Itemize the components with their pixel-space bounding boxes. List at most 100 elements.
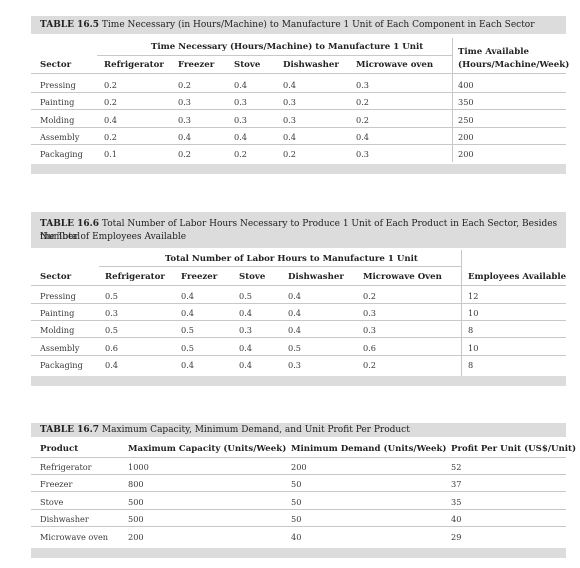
- row-3-freezer: 0.3: [178, 115, 192, 125]
- col-header-dishwasher: Dishwasher: [283, 60, 339, 70]
- row-5-employees: 8: [468, 360, 474, 370]
- col-header-refrigerator: Refrigerator: [104, 60, 164, 70]
- row-2-employees: 10: [468, 308, 479, 318]
- row-3-microwave: 0.3: [363, 325, 377, 335]
- row-4-sector: Assembly: [40, 132, 80, 142]
- group-header: Total Number of Labor Hours to Manufactu…: [165, 254, 418, 264]
- table-16-6: TABLE 16.6 Total Number of Labor Hours N…: [31, 212, 566, 386]
- row-3-sector: Molding: [40, 115, 75, 125]
- row-3-refrigerator: 0.4: [104, 115, 118, 125]
- row-5-microwave: 0.3: [356, 149, 370, 159]
- col-header-min-demand: Minimum Demand (Units/Week): [291, 444, 447, 454]
- row-3-profit: 35: [451, 497, 462, 507]
- col-header-dishwasher: Dishwasher: [288, 272, 344, 282]
- col-header-stove: Stove: [239, 272, 266, 282]
- row-rule: [31, 144, 566, 145]
- table-16-7: TABLE 16.7 Maximum Capacity, Minimum Dem…: [31, 423, 576, 559]
- row-1-time-available: 400: [458, 80, 474, 90]
- row-3-freezer: 0.5: [181, 325, 195, 335]
- row-3-max-capacity: 500: [128, 497, 144, 507]
- header-rule: [31, 285, 566, 286]
- row-1-refrigerator: 0.2: [104, 80, 118, 90]
- table-caption: TABLE 16.6 Total Number of Labor Hours N…: [40, 218, 566, 244]
- row-1-stove: 0.4: [234, 80, 248, 90]
- row-3-dishwasher: 0.4: [288, 325, 302, 335]
- row-1-product: Refrigerator: [40, 462, 92, 472]
- row-2-dishwasher: 0.4: [288, 308, 302, 318]
- row-4-microwave: 0.4: [356, 132, 370, 142]
- row-1-dishwasher: 0.4: [283, 80, 297, 90]
- row-2-sector: Painting: [40, 308, 75, 318]
- row-4-product: Dishwasher: [40, 514, 89, 524]
- col-header-profit: Profit Per Unit (US$/Unit): [451, 444, 577, 454]
- row-2-min-demand: 50: [291, 479, 302, 489]
- employees-available-header: Employees Available: [468, 272, 567, 282]
- table-caption-line1: Total Number of Labor Hours Necessary to…: [40, 219, 558, 242]
- row-4-sector: Assembly: [40, 343, 80, 353]
- row-1-stove: 0.5: [239, 291, 253, 301]
- table-bottom-bar: [31, 164, 566, 174]
- table-label: TABLE 16.7: [40, 425, 100, 435]
- row-4-dishwasher: 0.4: [283, 132, 297, 142]
- col-header-max-capacity: Maximum Capacity (Units/Week): [128, 444, 287, 454]
- row-2-stove: 0.4: [239, 308, 253, 318]
- row-4-freezer: 0.5: [181, 343, 195, 353]
- row-2-freezer: 0.4: [181, 308, 195, 318]
- group-header-rule: [97, 55, 452, 56]
- row-3-sector: Molding: [40, 325, 75, 335]
- table-label: TABLE 16.5: [40, 20, 100, 30]
- col-header-product: Product: [40, 444, 79, 454]
- row-1-min-demand: 200: [291, 462, 307, 472]
- row-4-refrigerator: 0.2: [104, 132, 118, 142]
- row-2-stove: 0.3: [234, 97, 248, 107]
- row-2-max-capacity: 800: [128, 479, 144, 489]
- row-5-dishwasher: 0.3: [288, 360, 302, 370]
- row-rule: [31, 337, 566, 338]
- row-2-microwave: 0.2: [356, 97, 370, 107]
- row-5-sector: Packaging: [40, 149, 83, 159]
- row-rule: [31, 491, 566, 492]
- row-5-refrigerator: 0.1: [104, 149, 118, 159]
- row-2-product: Freezer: [40, 479, 73, 489]
- table-bottom-bar: [31, 548, 566, 558]
- row-4-stove: 0.4: [234, 132, 248, 142]
- col-header-freezer: Freezer: [178, 60, 215, 70]
- row-rule: [31, 509, 566, 510]
- table-bottom-bar: [31, 376, 566, 386]
- row-2-profit: 37: [451, 479, 462, 489]
- row-2-microwave: 0.3: [363, 308, 377, 318]
- row-4-max-capacity: 500: [128, 514, 144, 524]
- row-5-time-available: 200: [458, 149, 474, 159]
- row-4-time-available: 200: [458, 132, 474, 142]
- row-1-refrigerator: 0.5: [105, 291, 119, 301]
- row-5-product: Microwave oven: [40, 532, 109, 542]
- row-1-microwave: 0.2: [363, 291, 377, 301]
- row-5-freezer: 0.4: [181, 360, 195, 370]
- table-top-bar: [31, 212, 566, 248]
- row-1-freezer: 0.4: [181, 291, 195, 301]
- column-divider: [461, 250, 462, 376]
- table-caption-text: Maximum Capacity, Minimum Demand, and Un…: [101, 425, 410, 435]
- col-header-stove: Stove: [234, 60, 261, 70]
- row-rule: [31, 474, 566, 475]
- time-available-unit: (Hours/Machine/Week): [458, 60, 570, 70]
- row-5-refrigerator: 0.4: [105, 360, 119, 370]
- row-3-microwave: 0.2: [356, 115, 370, 125]
- table-label: TABLE 16.6: [40, 219, 100, 229]
- row-2-time-available: 350: [458, 97, 474, 107]
- row-1-max-capacity: 1000: [128, 462, 149, 472]
- row-1-sector: Pressing: [40, 80, 76, 90]
- row-3-stove: 0.3: [239, 325, 253, 335]
- table-caption-line2: Number of Employees Available: [40, 232, 187, 242]
- row-5-freezer: 0.2: [178, 149, 192, 159]
- header-rule: [31, 457, 566, 458]
- row-1-employees: 12: [468, 291, 479, 301]
- row-5-min-demand: 40: [291, 532, 302, 542]
- row-1-microwave: 0.3: [356, 80, 370, 90]
- group-header: Time Necessary (Hours/Machine) to Manufa…: [151, 42, 424, 52]
- row-2-refrigerator: 0.3: [105, 308, 119, 318]
- row-rule: [31, 320, 566, 321]
- row-3-product: Stove: [40, 497, 64, 507]
- row-3-stove: 0.3: [234, 115, 248, 125]
- row-5-sector: Packaging: [40, 360, 83, 370]
